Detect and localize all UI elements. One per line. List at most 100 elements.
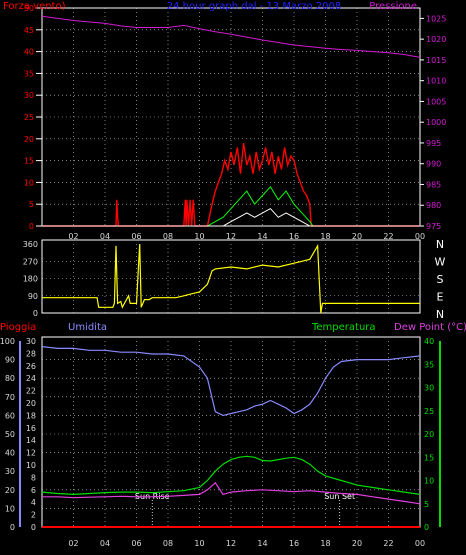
x-tick-label: 16 bbox=[289, 232, 299, 241]
series-media bbox=[42, 185, 420, 227]
temperature-axis: 0 5 10 15 20 25 30 35 40 bbox=[424, 337, 441, 532]
temperature-tick-label: 5 bbox=[424, 500, 429, 509]
x-tick-label: 00 bbox=[415, 232, 425, 241]
rain-tick-label: 20 bbox=[26, 399, 36, 408]
rain-tick-label: 28 bbox=[26, 349, 36, 358]
temperature-tick-label: 30 bbox=[424, 384, 434, 393]
humidity-temperature-panel: Sun Rise Sun Set 010203040506070809010002… bbox=[0, 322, 466, 548]
wind-axis-title: Forza vento) bbox=[3, 1, 66, 12]
y-direction-tick-label: 90 bbox=[28, 292, 38, 301]
wind-pressure-grid bbox=[42, 8, 420, 226]
y-direction-tick-label: 180 bbox=[23, 275, 38, 284]
rain-tick-label: 6 bbox=[31, 486, 36, 495]
y-left-tick-label: 15 bbox=[24, 157, 34, 166]
humidity-tick-label: 90 bbox=[5, 356, 15, 365]
humidity-tick-label: 10 bbox=[5, 504, 15, 513]
rain-tick-label: 18 bbox=[26, 411, 36, 420]
x-tick-label: 12 bbox=[226, 232, 236, 241]
temperature-tick-label: 20 bbox=[424, 430, 434, 439]
y-right-tick-label: 1015 bbox=[426, 56, 446, 65]
series-temperatura bbox=[41, 455, 421, 496]
humidity-tick-label: 70 bbox=[5, 393, 15, 402]
y-right-tick-label: 1020 bbox=[426, 35, 446, 44]
chart-title: 24 hour graph dal - 13 Marzo 2008 bbox=[167, 1, 341, 12]
humidity-tick-label: 30 bbox=[5, 467, 15, 476]
x-tick-label: 18 bbox=[320, 232, 330, 241]
x-tick-label: 08 bbox=[163, 539, 173, 548]
y-right-tick-label: 1010 bbox=[426, 77, 446, 86]
humidity-temperature-grid bbox=[42, 341, 420, 527]
y-direction-tick-label: 0 bbox=[33, 309, 38, 318]
rain-tick-label: 22 bbox=[26, 387, 36, 396]
series-umidita bbox=[41, 346, 421, 417]
dew-point-axis-title: Dew Point (°C) bbox=[394, 322, 466, 333]
humidity-tick-label: 0 bbox=[10, 523, 15, 532]
x-tick-label: 06 bbox=[131, 232, 141, 241]
rain-axis-title: Pioggia bbox=[0, 322, 36, 333]
x-tick-label: 14 bbox=[257, 539, 267, 548]
wind-direction-axis: 0 90 180 270 360 bbox=[23, 240, 38, 318]
humidity-temperature-series bbox=[41, 346, 421, 528]
rain-tick-label: 12 bbox=[26, 449, 36, 458]
wind-pressure-series bbox=[41, 15, 421, 227]
x-tick-label: 06 bbox=[131, 539, 141, 548]
y-left-tick-label: 40 bbox=[24, 48, 34, 57]
series-wind-direction bbox=[42, 243, 420, 314]
y-right-tick-label: 995 bbox=[426, 139, 441, 148]
y-right-tick-label: 985 bbox=[426, 180, 441, 189]
x-tick-label: 16 bbox=[289, 539, 299, 548]
rain-tick-label: 10 bbox=[26, 461, 36, 470]
y-left-tick-label: 50 bbox=[24, 4, 34, 13]
humidity-tick-label: 100 bbox=[0, 337, 15, 346]
x-tick-label: 04 bbox=[100, 539, 110, 548]
x-tick-label: 10 bbox=[194, 232, 204, 241]
rain-tick-label: 16 bbox=[26, 424, 36, 433]
pressure-axis-title: Pressione bbox=[369, 1, 417, 12]
compass-label: W bbox=[435, 256, 446, 269]
wind-speed-axis: 0 5 10 15 20 25 30 35 40 45 50 bbox=[24, 4, 42, 231]
rain-tick-label: 8 bbox=[31, 473, 36, 482]
y-right-tick-label: 1000 bbox=[426, 118, 446, 127]
rain-tick-label: 26 bbox=[26, 362, 36, 371]
x-tick-label: 14 bbox=[257, 232, 267, 241]
series-dew-point bbox=[42, 481, 421, 505]
rain-tick-label: 14 bbox=[26, 436, 36, 445]
rain-tick-label: 2 bbox=[31, 511, 36, 520]
humidity-temperature-x-axis: 02 04 06 08 10 12 14 16 18 20 22 00 bbox=[68, 539, 425, 548]
temperature-tick-label: 40 bbox=[424, 337, 434, 346]
y-left-tick-label: 10 bbox=[24, 178, 34, 187]
y-right-tick-label: 975 bbox=[426, 222, 441, 231]
humidity-tick-label: 20 bbox=[5, 486, 15, 495]
y-right-tick-label: 980 bbox=[426, 201, 441, 210]
y-right-tick-label: 1025 bbox=[426, 14, 446, 23]
rain-tick-label: 30 bbox=[26, 337, 36, 346]
y-left-tick-label: 30 bbox=[24, 91, 34, 100]
temperature-tick-label: 25 bbox=[424, 407, 434, 416]
series-raffica bbox=[42, 143, 420, 227]
wind-pressure-x-axis: 02 04 06 08 10 12 14 16 18 20 22 00 bbox=[68, 232, 425, 241]
y-left-tick-label: 35 bbox=[24, 69, 34, 78]
humidity-axis-title: Umidita bbox=[68, 322, 107, 333]
y-left-tick-label: 25 bbox=[24, 113, 34, 122]
y-right-tick-label: 990 bbox=[426, 160, 441, 169]
x-tick-label: 12 bbox=[226, 539, 236, 548]
x-tick-label: 20 bbox=[352, 232, 362, 241]
rain-tick-label: 4 bbox=[31, 498, 36, 507]
x-tick-label: 22 bbox=[383, 539, 393, 548]
y-left-tick-label: 45 bbox=[24, 26, 34, 35]
x-tick-label: 08 bbox=[163, 232, 173, 241]
humidity-tick-label: 50 bbox=[5, 430, 15, 439]
x-tick-label: 00 bbox=[415, 539, 425, 548]
compass-label: E bbox=[437, 291, 444, 304]
humidity-tick-label: 60 bbox=[5, 411, 15, 420]
temperature-tick-label: 10 bbox=[424, 477, 434, 486]
y-direction-tick-label: 360 bbox=[23, 240, 38, 249]
y-direction-tick-label: 270 bbox=[23, 257, 38, 266]
series-pressione bbox=[41, 15, 421, 58]
x-tick-label: 20 bbox=[352, 539, 362, 548]
series-minimo bbox=[42, 207, 420, 227]
temperature-tick-label: 15 bbox=[424, 453, 434, 462]
wind-direction-series bbox=[42, 243, 420, 314]
